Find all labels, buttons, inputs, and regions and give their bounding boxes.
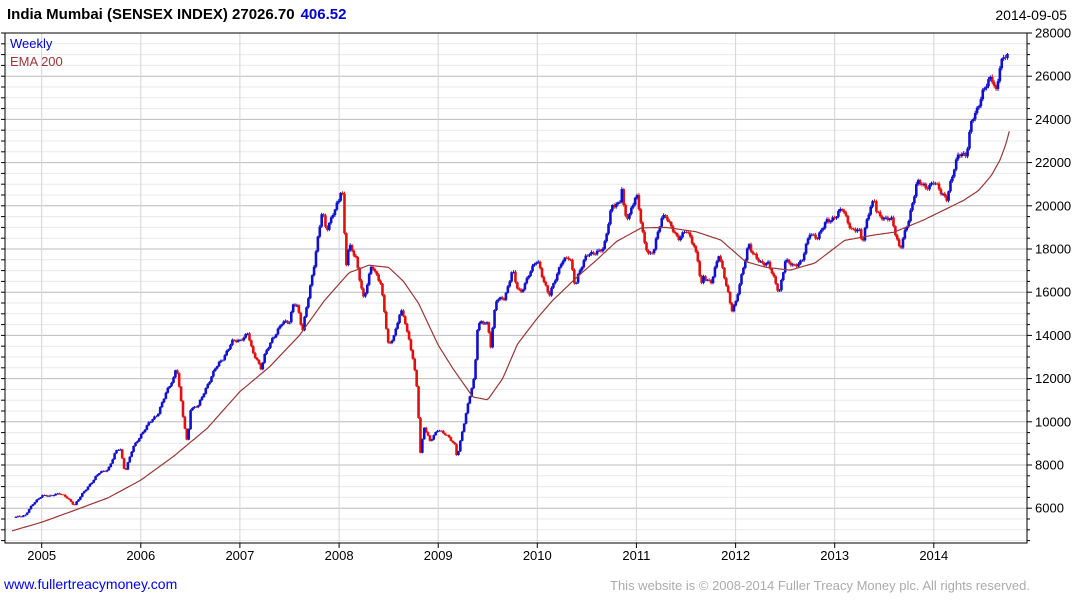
svg-text:16000: 16000 (1035, 285, 1071, 300)
instrument-title: India Mumbai (SENSEX INDEX) 27026.70 (7, 6, 295, 23)
svg-text:24000: 24000 (1035, 112, 1071, 127)
grid-major (5, 75, 1027, 509)
svg-text:2011: 2011 (622, 548, 650, 563)
svg-text:2014: 2014 (919, 548, 948, 563)
svg-text:8000: 8000 (1035, 458, 1064, 473)
chart-date: 2014-09-05 (995, 7, 1067, 23)
legend-timeframe-label: Weekly (10, 36, 53, 51)
plot-border (4, 32, 1028, 544)
price-change: 406.52 (300, 6, 347, 23)
svg-text:10000: 10000 (1035, 414, 1071, 429)
axis-labels: 2005 2006 2007 2008 2009 2010 2011 2012 2013 2014… (27, 26, 1071, 564)
svg-text:2008: 2008 (325, 548, 354, 563)
svg-text:2009: 2009 (424, 548, 453, 563)
axis-ticks (1, 32, 1032, 548)
svg-text:20000: 20000 (1035, 198, 1071, 213)
down-candles (18, 54, 1007, 518)
svg-text:6000: 6000 (1035, 501, 1064, 516)
page-title: India Mumbai (SENSEX INDEX) 27026.70 406.… (7, 6, 346, 23)
svg-text:28000: 28000 (1035, 26, 1071, 41)
ema-line (11, 131, 1010, 532)
svg-text:2005: 2005 (27, 548, 56, 563)
grid-years (41, 33, 935, 543)
svg-text:2006: 2006 (126, 548, 155, 563)
svg-text:18000: 18000 (1035, 242, 1071, 257)
svg-text:12000: 12000 (1035, 371, 1071, 386)
svg-text:14000: 14000 (1035, 328, 1071, 343)
svg-text:2012: 2012 (721, 548, 750, 563)
up-candles (14, 53, 1009, 518)
legend-ema-label: EMA 200 (10, 54, 63, 69)
svg-text:26000: 26000 (1035, 69, 1071, 84)
svg-text:22000: 22000 (1035, 155, 1071, 170)
chart-legend: Weekly EMA 200 (10, 35, 63, 71)
svg-text:2013: 2013 (820, 548, 849, 563)
copyright-text: This website is © 2008-2014 Fuller Treac… (610, 578, 1030, 593)
svg-text:2010: 2010 (523, 548, 552, 563)
svg-text:2007: 2007 (225, 548, 254, 563)
site-link[interactable]: www.fullertreacymoney.com (4, 576, 178, 592)
